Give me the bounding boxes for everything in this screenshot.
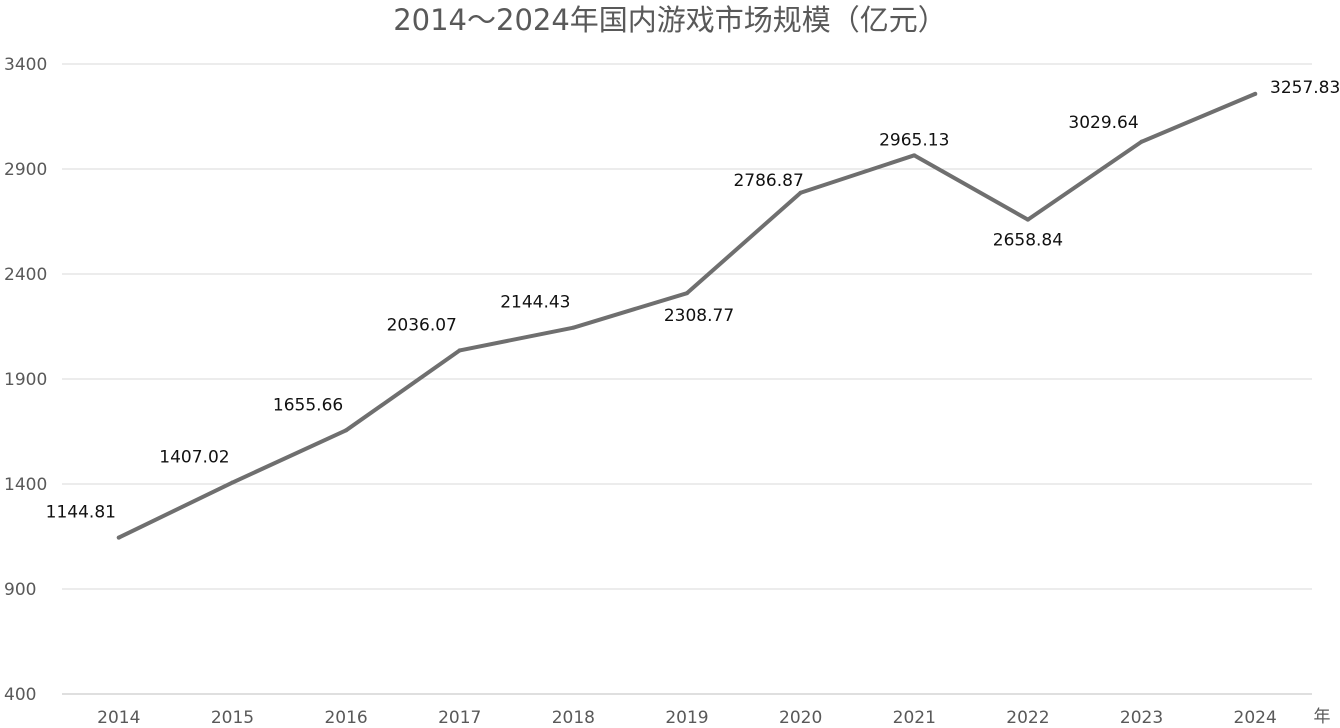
x-tick-label: 2022 <box>1006 708 1049 728</box>
x-axis-ticks: 2014 2015 2016 2017 2018 2019 2020 2021 2022 2023… <box>97 708 1277 728</box>
data-point <box>344 428 349 433</box>
gridlines <box>62 63 1312 695</box>
x-tick-label: 2017 <box>438 708 481 728</box>
data-label: 3257.83 <box>1270 78 1340 98</box>
data-point <box>1139 139 1144 144</box>
x-tick-label: 2020 <box>779 708 822 728</box>
x-tick-label: 2023 <box>1120 708 1163 728</box>
data-point <box>685 291 689 296</box>
data-label: 2965.13 <box>879 130 949 150</box>
y-tick-label: 900 <box>4 580 36 600</box>
data-label: 2786.87 <box>733 171 803 191</box>
data-label: 1407.02 <box>159 448 229 468</box>
x-tick-label: 2021 <box>893 708 936 728</box>
y-tick-label: 1900 <box>4 370 47 390</box>
data-label: 1655.66 <box>273 395 343 415</box>
y-tick-label: 400 <box>4 685 36 705</box>
x-tick-label: 2014 <box>97 708 140 728</box>
data-label: 2036.07 <box>387 315 457 335</box>
x-tick-label: 2015 <box>211 708 254 728</box>
data-point <box>912 153 917 158</box>
x-tick-label: 2024 <box>1234 708 1277 728</box>
data-label: 2658.84 <box>993 231 1063 251</box>
y-tick-label: 1400 <box>4 475 47 495</box>
data-point <box>230 480 235 485</box>
x-tick-label: 2019 <box>665 708 708 728</box>
y-tick-label: 2400 <box>4 265 47 285</box>
data-label: 2144.43 <box>500 293 570 313</box>
data-point <box>1025 217 1030 222</box>
x-tick-label: 2018 <box>552 708 595 728</box>
data-labels: 1144.81 1407.02 1655.66 2036.07 2144.43 2308.… <box>46 78 1340 523</box>
data-point <box>116 535 121 540</box>
y-axis-ticks: 400 900 1400 1900 2400 2900 3400 <box>4 55 47 705</box>
x-tick-label: 2016 <box>324 708 367 728</box>
data-label: 2308.77 <box>664 306 734 326</box>
y-tick-label: 2900 <box>4 160 47 180</box>
x-axis-unit-label: 年 <box>1314 707 1331 727</box>
chart-title: 2014～2024年国内游戏市场规模（亿元） <box>393 3 947 37</box>
data-point <box>457 348 462 353</box>
data-label: 1144.81 <box>46 503 116 523</box>
data-point <box>571 325 576 330</box>
data-point <box>798 190 803 195</box>
y-tick-label: 3400 <box>4 55 47 75</box>
data-label: 3029.64 <box>1068 113 1138 133</box>
data-points <box>116 91 1258 540</box>
data-point <box>1253 91 1258 96</box>
